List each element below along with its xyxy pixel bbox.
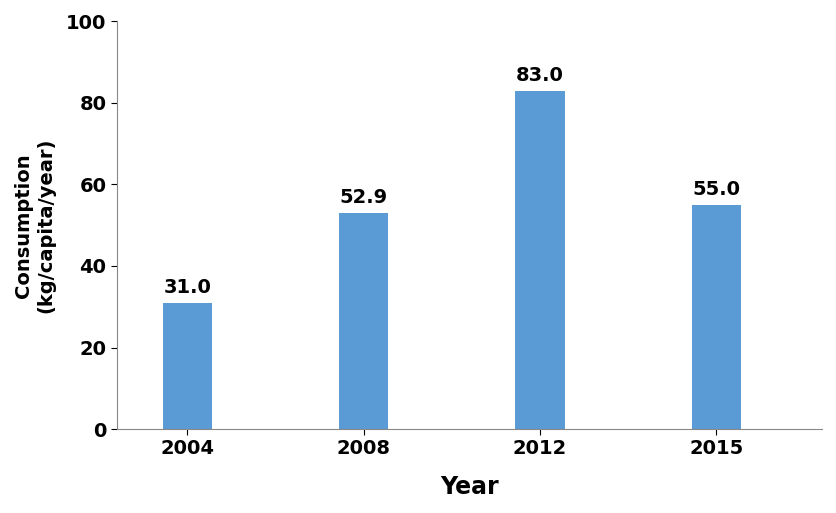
X-axis label: Year: Year	[440, 475, 499, 499]
Bar	[339, 213, 389, 429]
Text: 55.0: 55.0	[692, 180, 741, 199]
Bar	[691, 205, 741, 429]
Text: 52.9: 52.9	[339, 188, 388, 207]
Bar	[515, 91, 564, 429]
Text: 83.0: 83.0	[516, 66, 564, 85]
Y-axis label: Consumption
(kg/capita/year): Consumption (kg/capita/year)	[14, 137, 55, 313]
Text: 31.0: 31.0	[163, 278, 212, 297]
Bar	[163, 303, 212, 429]
